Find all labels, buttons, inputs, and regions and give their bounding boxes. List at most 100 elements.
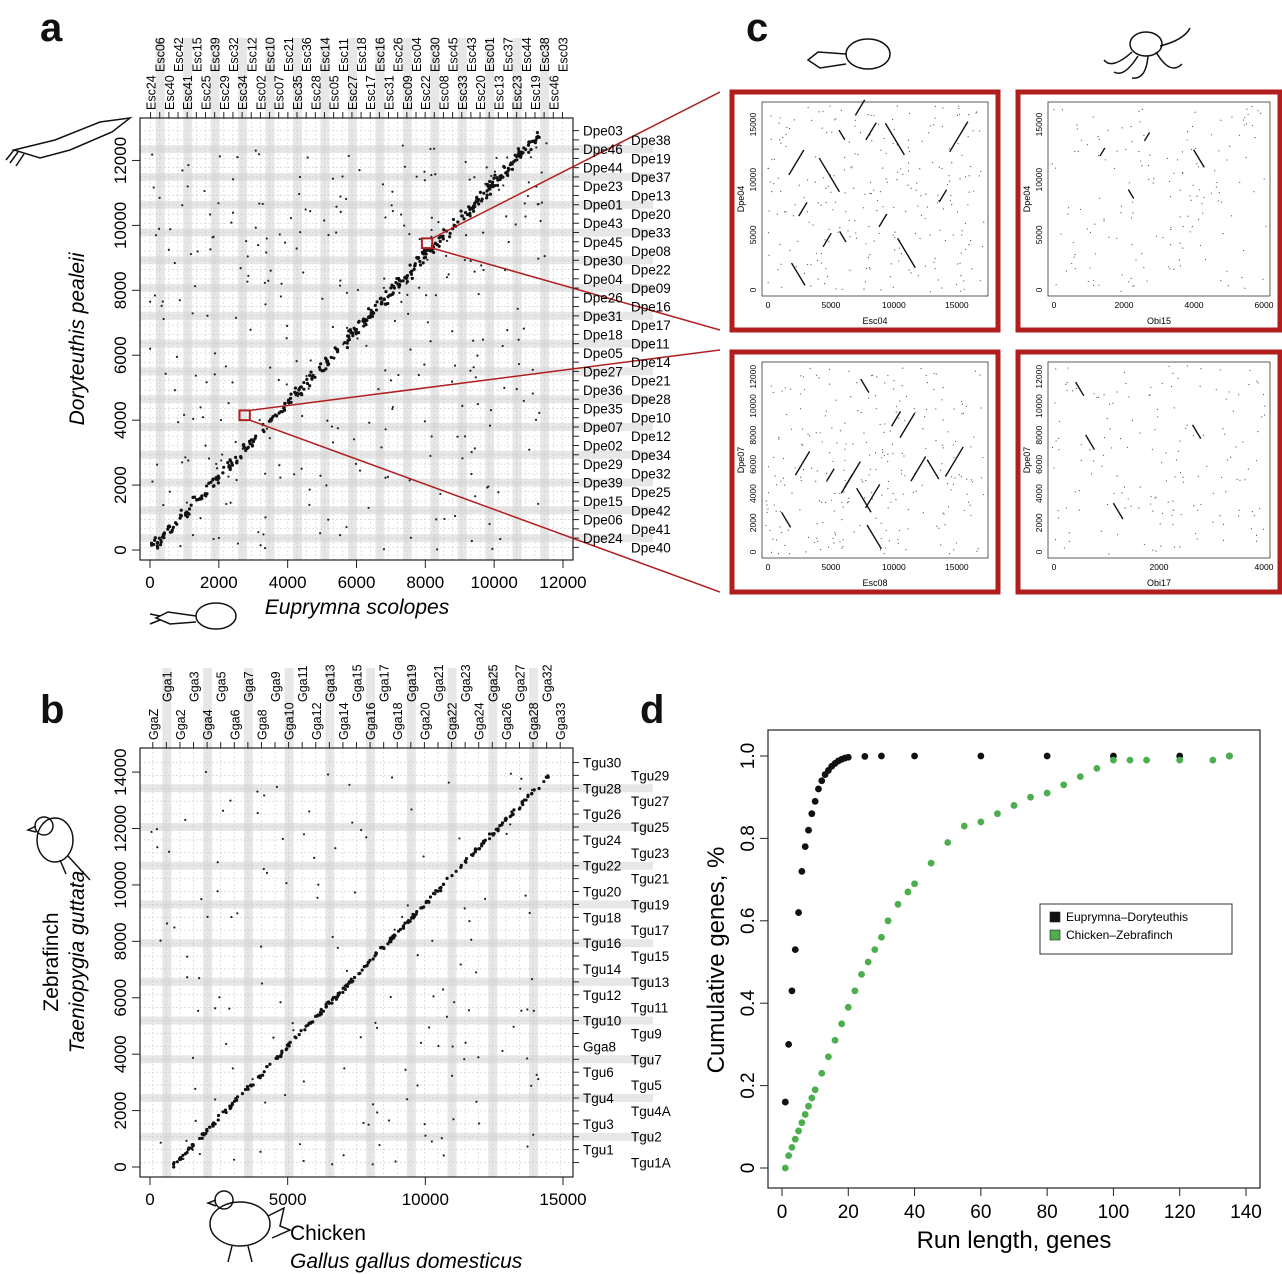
a-syntenic-point bbox=[498, 177, 502, 182]
a-background-point bbox=[261, 202, 264, 206]
a-background-point bbox=[158, 196, 161, 199]
b-syntenic-point bbox=[223, 1108, 228, 1112]
zoom-background-point bbox=[878, 232, 880, 235]
zoom-x-tick-label: 4000 bbox=[1185, 300, 1204, 310]
zoom-background-point bbox=[1179, 546, 1181, 548]
right-chromosome-label: Tgu7 bbox=[631, 1052, 662, 1067]
b-syntenic-point bbox=[240, 1092, 245, 1096]
zoom-background-point bbox=[882, 451, 884, 453]
b-syntenic-point bbox=[262, 1070, 266, 1074]
zoom-background-point bbox=[1053, 109, 1055, 111]
top-chromosome-label: Esc07 bbox=[273, 75, 287, 110]
zoom-background-point bbox=[905, 549, 907, 551]
a-syntenic-point bbox=[347, 335, 351, 339]
b-background-point bbox=[343, 1067, 346, 1070]
panel-b-x-axis-title: Chicken bbox=[290, 1222, 366, 1245]
zoom-background-point bbox=[968, 191, 970, 193]
a-background-point bbox=[506, 156, 509, 159]
zoom-background-point bbox=[1065, 383, 1067, 385]
zoom-background-point bbox=[813, 541, 815, 544]
a-syntenic-point bbox=[320, 369, 324, 373]
zoom-background-point bbox=[1103, 394, 1105, 396]
zoom-panel-plot-area bbox=[1047, 361, 1271, 559]
a-background-point bbox=[199, 516, 202, 520]
a-syntenic-point bbox=[510, 167, 515, 171]
b-background-point bbox=[520, 777, 523, 780]
a-background-point bbox=[437, 221, 440, 224]
zoom-background-point bbox=[1080, 443, 1082, 446]
a-syntenic-point bbox=[491, 185, 495, 189]
b-background-point bbox=[463, 1058, 466, 1061]
zoom-background-point bbox=[1094, 223, 1096, 225]
zoom-background-point bbox=[1226, 270, 1228, 272]
zoom-background-point bbox=[855, 237, 858, 239]
a-syntenic-point bbox=[492, 176, 496, 180]
zoom-background-point bbox=[1243, 124, 1246, 126]
b-syntenic-point bbox=[488, 837, 492, 841]
zoom-background-point bbox=[966, 493, 968, 495]
zoom-background-point bbox=[929, 291, 931, 293]
a-background-point bbox=[169, 228, 172, 231]
a-syntenic-point bbox=[439, 235, 443, 239]
zoom-background-point bbox=[1177, 450, 1179, 452]
zoom-background-point bbox=[1135, 259, 1137, 261]
a-background-point bbox=[380, 446, 383, 449]
b-background-point bbox=[159, 939, 162, 942]
a-background-point bbox=[149, 300, 152, 303]
a-background-point bbox=[434, 294, 438, 297]
zoom-background-point bbox=[1139, 121, 1141, 123]
b-syntenic-point bbox=[189, 1146, 193, 1150]
a-syntenic-point bbox=[221, 471, 225, 475]
a-background-point bbox=[258, 418, 261, 422]
zoom-background-point bbox=[1076, 124, 1078, 126]
y-tick-label: 0 bbox=[738, 1163, 759, 1174]
a-background-point bbox=[265, 237, 268, 240]
a-background-point bbox=[486, 486, 489, 489]
zoom-background-point bbox=[832, 460, 834, 462]
zoom-background-point bbox=[864, 193, 866, 195]
zoom-background-point bbox=[1123, 486, 1126, 488]
zoom-background-point bbox=[1201, 203, 1203, 205]
zoom-background-point bbox=[896, 171, 899, 173]
a-background-point bbox=[345, 197, 348, 201]
zoom-background-point bbox=[912, 491, 914, 493]
zoom-background-point bbox=[1132, 285, 1134, 287]
zoom-background-point bbox=[917, 205, 919, 207]
a-background-point bbox=[356, 288, 360, 292]
a-syntenic-point bbox=[478, 190, 483, 194]
zoom-syntenic-segment bbox=[790, 262, 806, 286]
zoom-background-point bbox=[895, 498, 897, 501]
a-background-point bbox=[189, 252, 192, 256]
zoom-background-point bbox=[1182, 171, 1184, 174]
zoom-background-point bbox=[850, 396, 852, 398]
b-background-point bbox=[221, 809, 225, 812]
zoom-background-point bbox=[775, 539, 778, 541]
zoom-background-point bbox=[784, 544, 786, 546]
zoom-background-point bbox=[953, 549, 955, 551]
zoom-background-point bbox=[895, 411, 897, 413]
right-chromosome-label: Tgu15 bbox=[631, 949, 669, 964]
zoom-syntenic-segment bbox=[890, 411, 902, 427]
zoom-background-point bbox=[1148, 178, 1150, 180]
zoom-background-point bbox=[1260, 112, 1262, 114]
zoom-background-point bbox=[822, 177, 825, 179]
y-tick-label: 0.8 bbox=[738, 825, 759, 851]
zoom-background-point bbox=[1196, 195, 1198, 197]
b-syntenic-point bbox=[249, 1084, 253, 1088]
zoom-background-point bbox=[901, 452, 903, 455]
a-background-point bbox=[398, 291, 401, 295]
zoom-background-point bbox=[1146, 280, 1148, 282]
zoom-background-point bbox=[924, 217, 926, 220]
zoom-background-point bbox=[887, 453, 889, 455]
a-background-point bbox=[537, 502, 540, 506]
chicken-zebrafinch-point bbox=[805, 1102, 812, 1110]
zoom-background-point bbox=[1067, 367, 1069, 369]
y-tick-label: 12000 bbox=[111, 805, 130, 852]
zoom-background-point bbox=[1216, 181, 1218, 184]
a-chromosome-band bbox=[238, 38, 248, 560]
b-background-point bbox=[200, 898, 203, 901]
a-background-point bbox=[181, 169, 184, 172]
zoom-background-point bbox=[860, 412, 862, 414]
a-syntenic-point bbox=[392, 286, 397, 290]
zoom-background-point bbox=[825, 472, 828, 474]
